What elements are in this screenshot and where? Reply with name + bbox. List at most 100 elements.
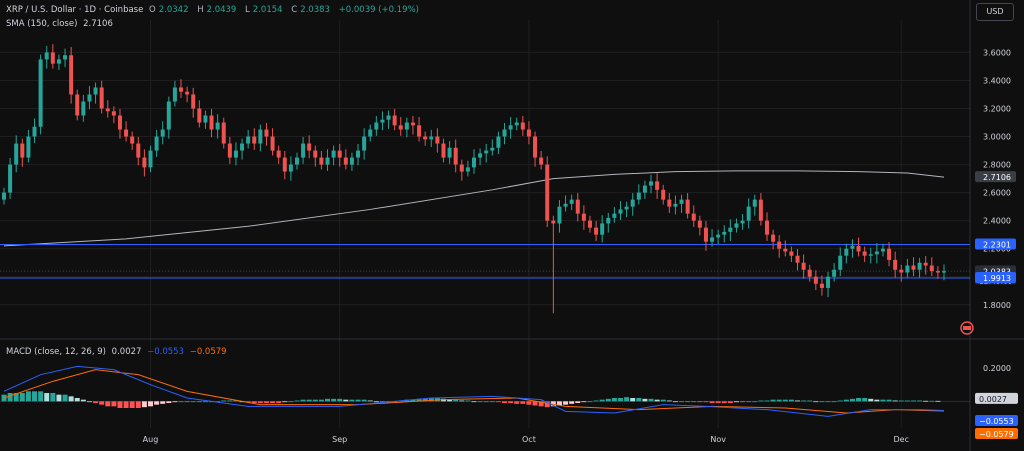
macd-histogram-bar xyxy=(807,400,813,402)
macd-histogram-bar xyxy=(202,401,208,403)
macd-histogram-bar xyxy=(630,398,636,402)
sma-legend[interactable]: SMA (150, close) 2.7106 xyxy=(6,19,116,29)
macd-histogram-bar xyxy=(361,399,367,402)
symbol-title: XRP / U.S. Dollar · 1D · Coinbase xyxy=(6,5,144,15)
macd-histogram-bar xyxy=(7,393,13,402)
price-label-text: 2.0383 xyxy=(983,267,1011,276)
candle-body xyxy=(221,122,226,144)
macd-histogram-bar xyxy=(526,401,532,405)
candle-body xyxy=(301,143,306,158)
macd-histogram-bar xyxy=(263,401,269,403)
candle-body xyxy=(392,115,397,126)
candle-body xyxy=(459,164,464,172)
candle-body xyxy=(325,157,330,165)
macd-signal-value: −0.0579 xyxy=(189,347,227,357)
macd-histogram-bar xyxy=(727,401,733,403)
candle-body xyxy=(435,136,440,144)
candle-body xyxy=(624,206,629,210)
candle-body xyxy=(307,143,312,151)
macd-histogram-bar xyxy=(831,401,837,403)
candle-body xyxy=(343,157,348,165)
currency-button[interactable]: USD xyxy=(976,3,1014,21)
macd-histogram-bar xyxy=(465,400,471,402)
candle-body xyxy=(673,203,678,207)
macd-histogram-bar xyxy=(532,401,538,406)
candle-body xyxy=(508,125,513,130)
macd-tick-label: 0.2000 xyxy=(983,364,1011,373)
candle-body xyxy=(32,126,37,137)
macd-histogram-bar xyxy=(740,401,746,403)
candle-body xyxy=(551,220,556,224)
macd-histogram-bar xyxy=(416,398,422,402)
candle-body xyxy=(710,237,715,242)
candle-body xyxy=(942,271,946,273)
time-tick-label: Nov xyxy=(710,435,726,444)
candle-body xyxy=(661,189,666,200)
price-tick-label: 2.4000 xyxy=(983,217,1011,226)
macd-histogram-bar xyxy=(221,400,227,402)
candle-body xyxy=(331,150,336,158)
candle-body xyxy=(209,115,214,130)
macd-label-text: −0.0579 xyxy=(979,430,1014,439)
price-tick-label: 3.0000 xyxy=(983,133,1011,142)
candle-body xyxy=(868,254,873,256)
macd-histogram-bar xyxy=(62,394,68,402)
macd-histogram-bar xyxy=(44,393,50,402)
macd-histogram-bar xyxy=(593,400,599,402)
macd-histogram-bar xyxy=(147,401,153,407)
candle-body xyxy=(722,231,727,235)
macd-histogram-bar xyxy=(166,401,172,403)
candle-body xyxy=(111,111,116,116)
macd-histogram-bar xyxy=(648,398,654,402)
macd-histogram-bar xyxy=(105,401,111,407)
candle-body xyxy=(691,213,696,221)
candle-body xyxy=(887,248,892,260)
macd-histogram-bar xyxy=(318,399,324,402)
macd-histogram-bar xyxy=(325,398,331,402)
candle-body xyxy=(612,213,617,218)
macd-histogram-bar xyxy=(99,401,105,405)
macd-histogram-bar xyxy=(636,398,642,402)
macd-histogram-bar xyxy=(660,399,666,402)
macd-histogram-bar xyxy=(813,401,819,403)
price-tick-label: 2.6000 xyxy=(983,189,1011,198)
macd-histogram-bar xyxy=(764,400,770,402)
macd-histogram-bar xyxy=(93,401,99,403)
candle-body xyxy=(746,206,751,221)
macd-histogram-bar xyxy=(19,393,25,402)
macd-histogram-bar xyxy=(666,400,672,402)
sma-line xyxy=(3,170,945,247)
candle-body xyxy=(8,164,13,193)
candle-body xyxy=(294,157,299,165)
macd-histogram-bar xyxy=(129,401,135,408)
candle-body xyxy=(69,55,74,95)
macd-histogram-bar xyxy=(514,401,520,404)
macd-legend[interactable]: MACD (close, 12, 26, 9) 0.0027 −0.0553 −… xyxy=(6,347,230,357)
ohlc-change: +0.0039 (+0.19%) xyxy=(338,5,419,15)
macd-histogram-bar xyxy=(141,401,147,408)
time-tick-label: Dec xyxy=(894,435,909,444)
macd-histogram-bar xyxy=(880,399,886,402)
macd-histogram-bar xyxy=(862,398,868,402)
macd-histogram-bar xyxy=(776,399,782,402)
macd-histogram-bar xyxy=(617,398,623,402)
candle-body xyxy=(514,122,519,126)
candle-body xyxy=(880,248,885,252)
macd-histogram-bar xyxy=(672,401,678,403)
macd-histogram-bar xyxy=(257,401,263,403)
macd-histogram-bar xyxy=(685,401,691,403)
candle-body xyxy=(783,248,788,252)
candle-body xyxy=(447,147,452,158)
candle-body xyxy=(240,143,245,151)
candle-body xyxy=(911,265,916,270)
alert-icon xyxy=(960,321,974,335)
macd-histogram-bar xyxy=(910,400,916,402)
macd-label-box xyxy=(975,392,1018,404)
candle-body xyxy=(2,192,6,200)
candle-body xyxy=(667,199,672,207)
candle-body xyxy=(356,150,361,158)
ohlc-close: C 2.0383 xyxy=(291,5,330,15)
candle-body xyxy=(734,223,739,228)
candle-body xyxy=(728,227,733,232)
